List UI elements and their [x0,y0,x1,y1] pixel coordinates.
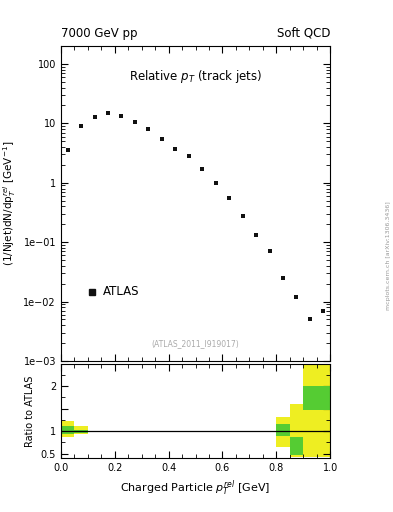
Text: 7000 GeV pp: 7000 GeV pp [61,27,138,40]
Y-axis label: Ratio to ATLAS: Ratio to ATLAS [25,375,35,446]
Text: mcplots.cern.ch [arXiv:1306.3436]: mcplots.cern.ch [arXiv:1306.3436] [386,202,391,310]
Text: Soft QCD: Soft QCD [277,27,330,40]
Text: (ATLAS_2011_I919017): (ATLAS_2011_I919017) [152,339,239,348]
X-axis label: Charged Particle $p_{T}^{rel}$ [GeV]: Charged Particle $p_{T}^{rel}$ [GeV] [120,479,271,498]
Text: ATLAS: ATLAS [103,285,139,298]
Text: Relative $p_T$ (track jets): Relative $p_T$ (track jets) [129,68,262,85]
Y-axis label: (1/Njet)dN/dp$_T^{rel}$ [GeV$^{-1}$]: (1/Njet)dN/dp$_T^{rel}$ [GeV$^{-1}$] [1,141,18,266]
